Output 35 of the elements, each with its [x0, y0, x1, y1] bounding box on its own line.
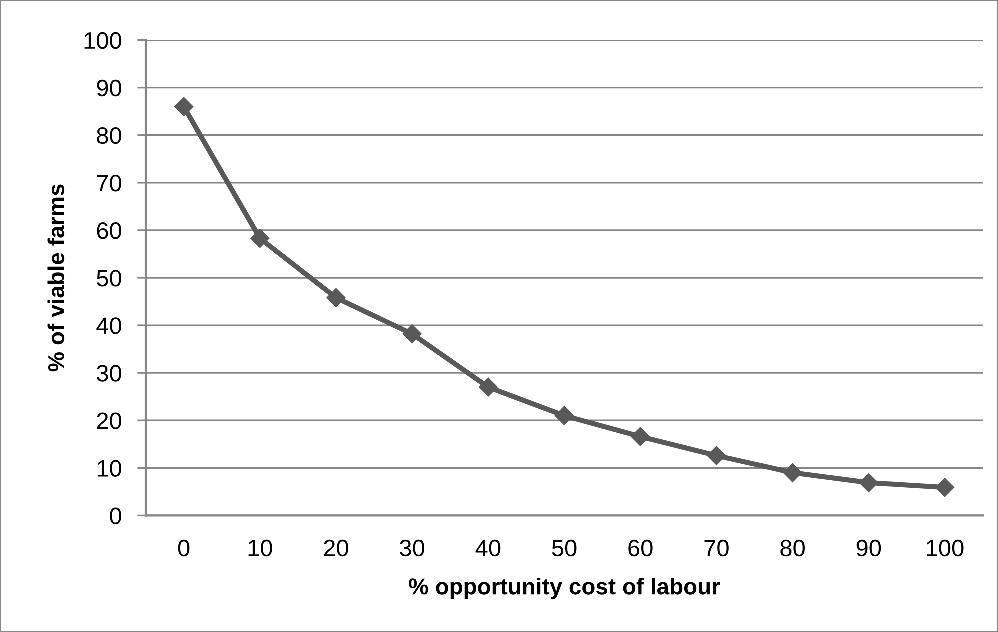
- point: [782, 463, 803, 483]
- y-tick-label: 60: [97, 222, 122, 240]
- point: [554, 406, 574, 426]
- y-tick-label: 30: [97, 365, 122, 382]
- point: [859, 473, 879, 493]
- point: [706, 446, 727, 466]
- point: [402, 324, 422, 344]
- x-tick-label: 10: [248, 540, 272, 557]
- point: [935, 478, 955, 498]
- y-tick-label: 0: [110, 508, 122, 524]
- x-tick-label: 100: [927, 540, 964, 557]
- x-tick-label: 80: [780, 540, 805, 557]
- y-tick-label: 80: [97, 127, 122, 144]
- y-axis-title: % of viable farms: [48, 184, 65, 372]
- x-tick-label: 0: [178, 540, 190, 557]
- x-tick-label: 30: [400, 540, 425, 557]
- x-tick-label: 60: [628, 540, 653, 557]
- y-tick-label: 10: [98, 460, 122, 477]
- y-tick-label: 70: [97, 174, 122, 192]
- point: [326, 288, 346, 308]
- x-axis-title: % opportunity cost of labour: [409, 578, 720, 600]
- point: [250, 228, 270, 248]
- x-tick-label: 20: [324, 540, 348, 557]
- y-tick-label: 40: [96, 318, 122, 334]
- y-tick-label: 100: [84, 32, 122, 50]
- y-tick-label: 90: [97, 80, 122, 97]
- point: [478, 378, 498, 398]
- x-tick-label: 70: [704, 540, 729, 557]
- x-tick-label: 50: [552, 540, 577, 557]
- point: [174, 97, 194, 117]
- point: [630, 426, 650, 447]
- x-tick-label: 90: [856, 540, 882, 557]
- y-tick-label: 20: [97, 412, 122, 430]
- y-tick-label: 50: [97, 270, 122, 287]
- x-tick-label: 40: [476, 540, 501, 557]
